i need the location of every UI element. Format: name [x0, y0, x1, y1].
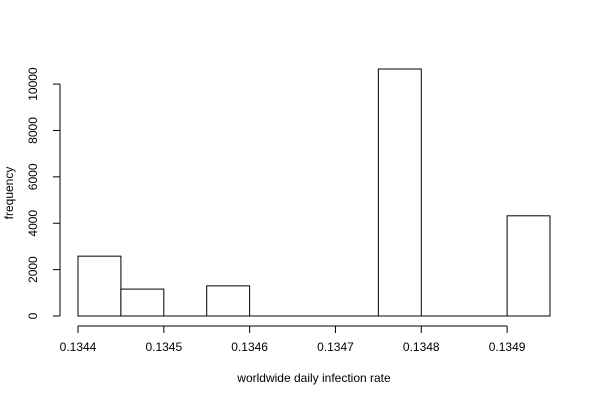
x-axis: 0.1344 0.1345 0.1346 0.1347 0.1348 0.1349 [60, 325, 526, 354]
x-tick-label: 0.1345 [145, 340, 182, 354]
x-axis-label: worldwide daily infection rate [236, 371, 391, 385]
y-tick-label: 6000 [26, 163, 40, 190]
histogram-bar [206, 285, 251, 317]
x-tick-label: 0.1349 [489, 340, 526, 354]
y-axis-label: frequency [2, 167, 16, 220]
y-tick-label: 8000 [26, 117, 40, 144]
x-tick-label: 0.1346 [231, 340, 268, 354]
x-tick-label: 0.1344 [60, 340, 97, 354]
y-tick-label: 0 [26, 312, 40, 319]
histogram-bar [377, 68, 422, 317]
y-axis: 0 2000 4000 6000 8000 10000 [26, 67, 61, 319]
histogram-bar [506, 215, 551, 317]
y-tick-label: 4000 [26, 210, 40, 237]
histogram-bar [77, 255, 122, 317]
x-tick-label: 0.1347 [317, 340, 354, 354]
y-tick-label: 2000 [26, 256, 40, 283]
histogram-bar [120, 288, 165, 317]
x-tick-label: 0.1348 [403, 340, 440, 354]
histogram-bars [77, 68, 551, 317]
y-tick-label: 10000 [26, 67, 40, 101]
